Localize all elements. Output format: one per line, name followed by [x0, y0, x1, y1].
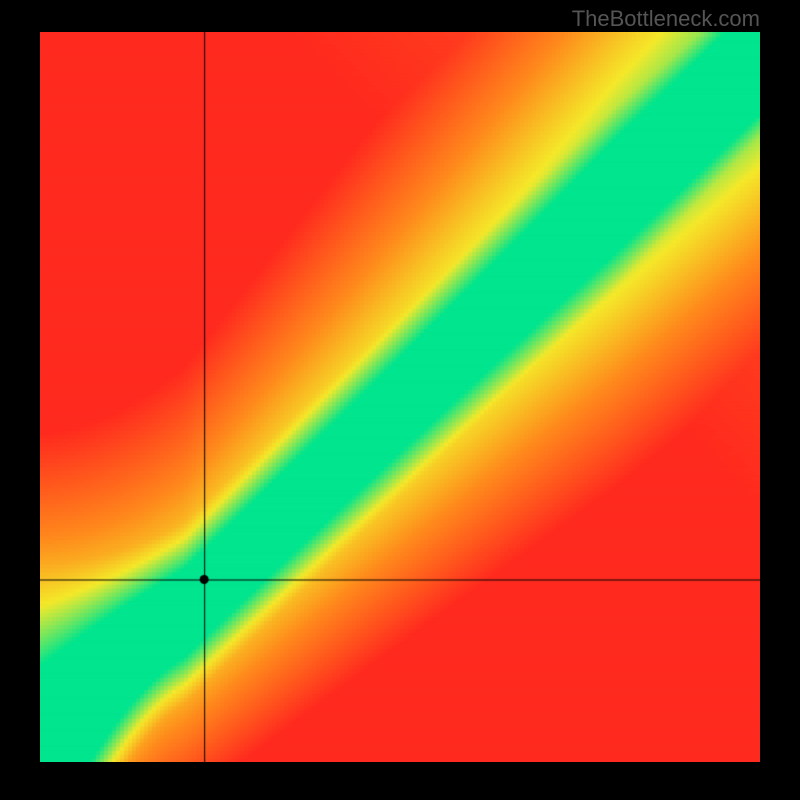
- watermark-text: TheBottleneck.com: [572, 6, 760, 32]
- bottleneck-heatmap: [40, 32, 760, 762]
- stage: TheBottleneck.com: [0, 0, 800, 800]
